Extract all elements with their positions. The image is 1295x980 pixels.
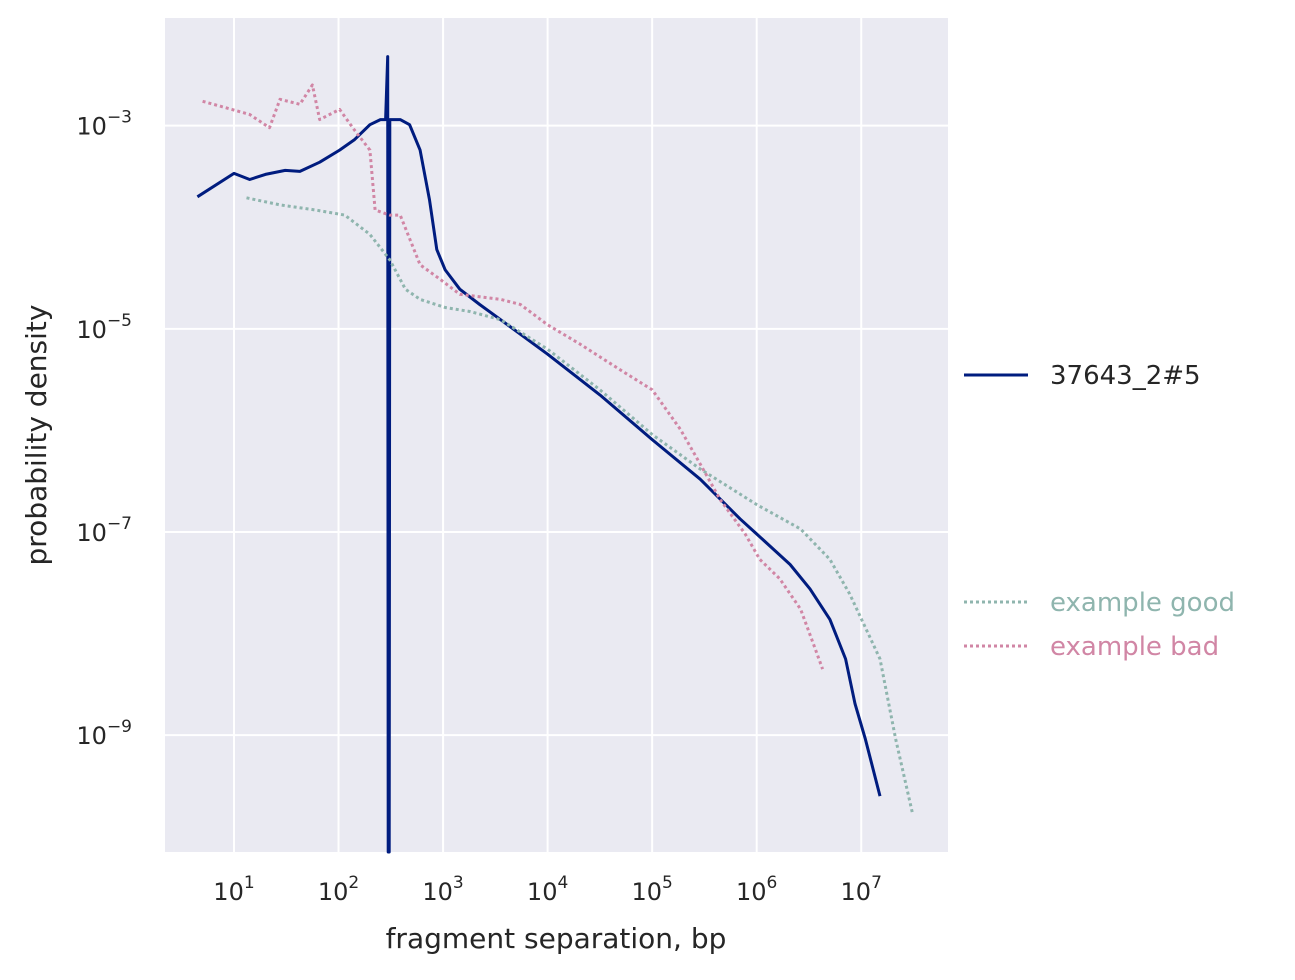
series-line-1 bbox=[246, 196, 914, 814]
plot-background bbox=[165, 18, 948, 852]
series-line-2 bbox=[202, 83, 825, 670]
x-tick-label: 103 bbox=[422, 873, 463, 906]
x-tick-label: 106 bbox=[736, 873, 777, 906]
x-tick-label: 102 bbox=[318, 873, 359, 906]
y-tick-label: 10−7 bbox=[76, 514, 132, 547]
x-tick-label: 105 bbox=[631, 873, 672, 906]
legend-label: example good bbox=[1050, 588, 1235, 618]
y-tick-label: 10−3 bbox=[76, 108, 132, 141]
x-tick-label: 101 bbox=[213, 873, 254, 906]
series-group bbox=[196, 55, 914, 854]
legend-label: example bad bbox=[1050, 632, 1219, 662]
y-tick-label: 10−9 bbox=[76, 717, 132, 750]
y-tick-labels: 10−3 10−5 10−7 10−9 bbox=[76, 108, 132, 751]
x-tick-labels: 101 102 103 104 105 106 107 bbox=[213, 873, 882, 906]
series-line-0 bbox=[196, 55, 882, 854]
legend-label: 37643_2#5 bbox=[1050, 361, 1201, 391]
x-tick-label: 104 bbox=[527, 873, 568, 906]
y-tick-label: 10−5 bbox=[76, 311, 132, 344]
x-tick-label: 107 bbox=[841, 873, 882, 906]
x-axis-label: fragment separation, bp bbox=[386, 922, 727, 955]
y-axis-label: probability density bbox=[20, 305, 53, 566]
